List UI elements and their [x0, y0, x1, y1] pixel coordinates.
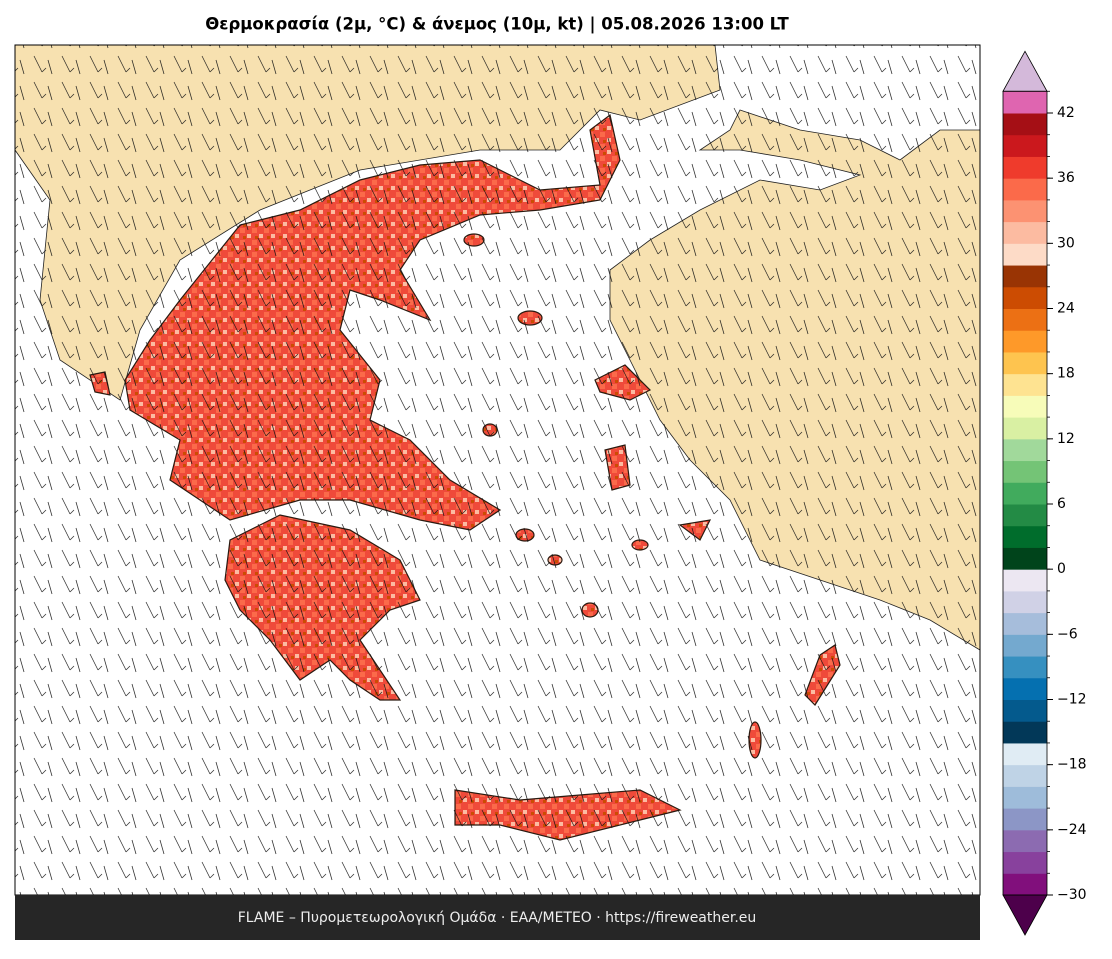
colorbar-bin — [1003, 656, 1047, 679]
colorbar-bin — [1003, 677, 1047, 700]
colorbar-bin — [1003, 569, 1047, 592]
colorbar-bin — [1003, 156, 1047, 179]
colorbar-extend-high — [1002, 50, 1048, 92]
colorbar-frame — [1002, 90, 1048, 896]
colorbar-tick-label: 42 — [1057, 105, 1075, 121]
colorbar-bin — [1003, 113, 1047, 136]
colorbar-bin — [1003, 873, 1047, 896]
colorbar-bin — [1003, 851, 1047, 874]
colorbar-tick-label: 0 — [1057, 561, 1066, 577]
colorbar-tick-label: −12 — [1057, 692, 1087, 708]
colorbar-bin — [1003, 134, 1047, 157]
colorbar-bin — [1003, 91, 1047, 114]
colorbar-bin — [1003, 286, 1047, 309]
colorbar-extend-low — [1002, 894, 1048, 936]
colorbar-bin — [1003, 742, 1047, 766]
colorbar: −30 −24 −18 −12 −6 0 6 12 18 24 30 36 42 — [1002, 50, 1087, 936]
colorbar-bin — [1003, 178, 1047, 201]
colorbar-bin — [1003, 395, 1047, 418]
colorbar-bin — [1003, 330, 1047, 353]
colorbar-tick-label: −24 — [1057, 822, 1087, 838]
colorbar-bin — [1003, 547, 1047, 570]
colorbar-tick-label: 30 — [1057, 235, 1075, 251]
colorbar-tick-label: 36 — [1057, 170, 1075, 186]
colorbar-bin — [1003, 721, 1047, 744]
colorbar-bin — [1003, 699, 1047, 722]
colorbar-bin — [1003, 482, 1047, 505]
colorbar-tick-label: 12 — [1057, 431, 1075, 447]
colorbar-bin — [1003, 808, 1047, 831]
colorbar-bin — [1003, 308, 1047, 331]
colorbar-bin — [1003, 221, 1047, 244]
colorbar-tick-label: −30 — [1057, 887, 1087, 903]
colorbar-bin — [1003, 265, 1047, 288]
colorbar-bin — [1003, 504, 1047, 527]
footer: FLAME – Πυρομετεωρολογική Ομάδα · ΕΑΑ/ME… — [238, 910, 757, 926]
map-title: Θερμοκρασία (2μ, °C) & άνεμος (10μ, kt) … — [205, 15, 789, 35]
colorbar-tick-label: −18 — [1057, 757, 1087, 773]
colorbar-bin — [1003, 417, 1047, 440]
colorbar-bin — [1003, 786, 1047, 809]
colorbar-bin — [1003, 438, 1047, 462]
colorbar-bin — [1003, 590, 1047, 614]
footer-bar — [15, 895, 980, 940]
colorbar-bin — [1003, 612, 1047, 635]
colorbar-bin — [1003, 199, 1047, 223]
colorbar-bin — [1003, 373, 1047, 396]
colorbar-bin — [1003, 764, 1047, 787]
colorbar-tick-label: 24 — [1057, 301, 1075, 317]
wind-barbs — [15, 45, 980, 895]
colorbar-bin — [1003, 351, 1047, 375]
map — [15, 45, 980, 895]
colorbar-tick-label: −6 — [1057, 626, 1078, 642]
colorbar-bin — [1003, 525, 1047, 548]
colorbar-bin — [1003, 460, 1047, 483]
colorbar-bin — [1003, 829, 1047, 853]
colorbar-tick-label: 6 — [1057, 496, 1066, 512]
colorbar-bin — [1003, 243, 1047, 266]
colorbar-tick-label: 18 — [1057, 366, 1075, 382]
colorbar-bin — [1003, 634, 1047, 657]
